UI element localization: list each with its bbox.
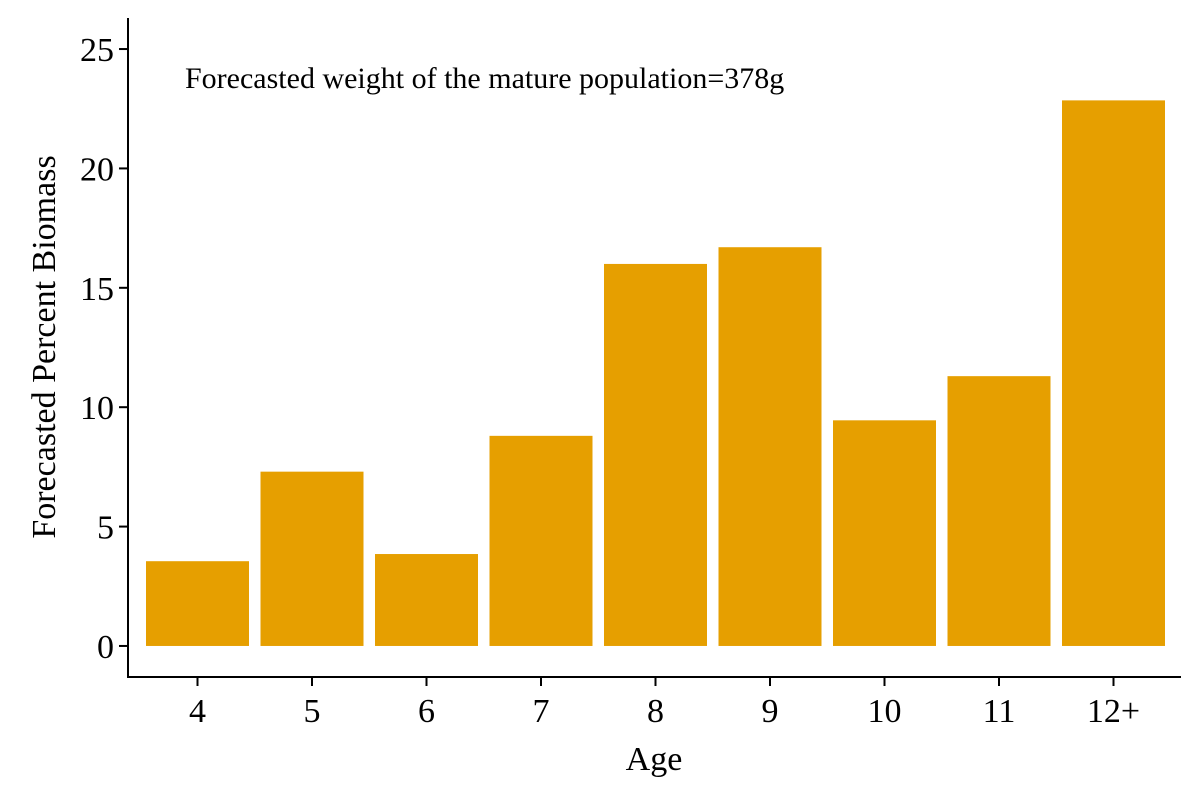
y-tick-label: 10: [80, 390, 114, 427]
x-tick-label: 5: [304, 693, 321, 730]
bar-5: [260, 471, 364, 646]
bar-7: [489, 435, 593, 646]
x-tick-label: 10: [868, 693, 902, 730]
bar-9: [718, 247, 822, 646]
chart-annotation: Forecasted weight of the mature populati…: [185, 62, 784, 95]
x-tick-label: 6: [418, 693, 435, 730]
x-tick-label: 8: [647, 693, 664, 730]
bar-10: [833, 420, 936, 646]
x-tick-label: 11: [983, 693, 1016, 730]
bar-11: [947, 376, 1051, 646]
y-tick-label: 25: [80, 32, 114, 69]
y-tick-label: 15: [80, 271, 114, 308]
x-tick-label: 7: [533, 693, 550, 730]
y-axis-title: Forecasted Percent Biomass: [26, 155, 63, 538]
bar-4: [146, 561, 249, 646]
bar-12plus: [1062, 100, 1165, 646]
y-tick-label: 5: [97, 510, 114, 547]
bar-8: [604, 263, 707, 646]
bars: [146, 100, 1165, 646]
x-axis-title: Age: [626, 741, 683, 778]
y-tick-label: 0: [97, 629, 114, 666]
y-axis-ticks: 0 5 10 15 20 25: [80, 32, 128, 666]
x-tick-label: 12+: [1087, 693, 1140, 730]
x-tick-label: 4: [189, 693, 206, 730]
bar-6: [375, 554, 478, 646]
x-axis-ticks: 4 5 6 7 8 9 10 11 12+: [189, 677, 1140, 730]
y-tick-label: 20: [80, 151, 114, 188]
x-tick-label: 9: [762, 693, 779, 730]
